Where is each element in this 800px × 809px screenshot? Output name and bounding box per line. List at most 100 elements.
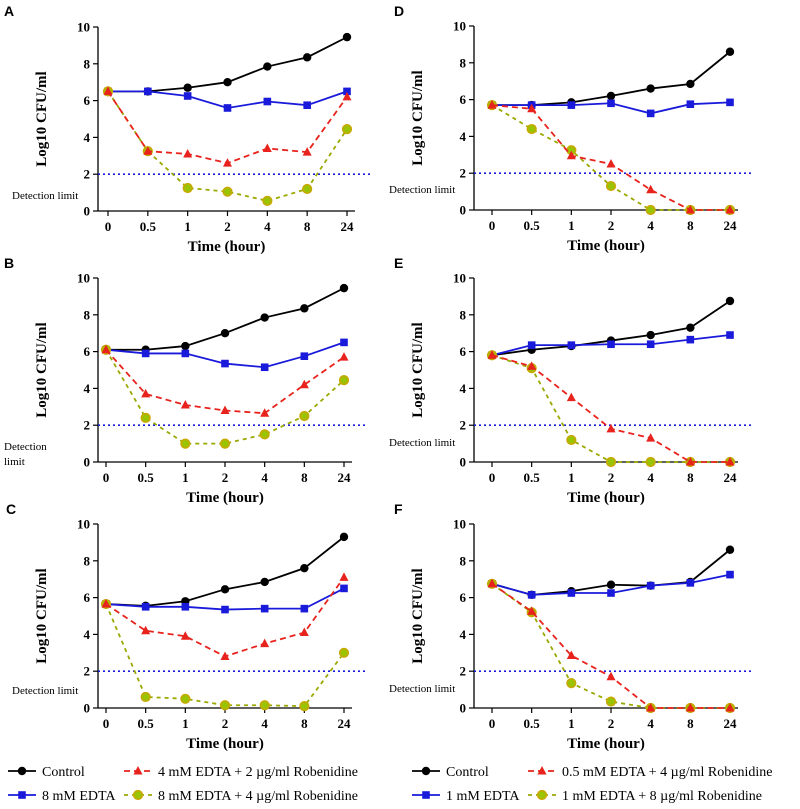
y-tick-label: 4 — [84, 381, 91, 396]
data-point — [605, 180, 617, 192]
y-tick-label: 8 — [460, 553, 467, 568]
x-axis-label: Time (hour) — [567, 490, 645, 506]
data-point — [300, 563, 309, 573]
data-point — [181, 349, 190, 358]
data-point — [299, 701, 310, 712]
data-point — [141, 349, 150, 358]
x-tick-label: 8 — [687, 470, 694, 485]
y-tick-label: 2 — [84, 664, 91, 679]
data-point — [339, 572, 349, 581]
legend-swatch-marker — [536, 789, 548, 801]
data-point — [606, 423, 616, 433]
y-tick-label: 2 — [460, 418, 467, 433]
data-point — [339, 532, 349, 542]
data-point — [302, 147, 312, 156]
data-point — [607, 589, 615, 597]
data-point — [338, 375, 350, 386]
y-tick-label: 2 — [460, 166, 467, 181]
legend-item: Control — [412, 765, 489, 780]
data-point — [141, 625, 151, 635]
detection-limit-label: Detection limit — [389, 683, 455, 695]
legend-right: Control 0.5 mM EDTA + 4 µg/ml Robenidine 1… — [412, 765, 772, 804]
x-tick-label: 2 — [222, 470, 229, 485]
data-point — [141, 388, 151, 398]
data-point — [566, 392, 576, 402]
data-point — [183, 148, 193, 158]
data-point — [725, 457, 735, 466]
legend-item: 4 mM EDTA + 2 µg/ml Robenidine — [124, 765, 358, 780]
data-point — [646, 330, 655, 340]
y-axis-label: Log10 CFU/ml — [410, 322, 426, 417]
y-tick-label: 6 — [84, 93, 91, 108]
x-tick-label: 1 — [568, 716, 575, 731]
data-point — [487, 350, 497, 359]
data-point — [607, 99, 615, 108]
legend-item: 1 mM EDTA — [412, 789, 520, 804]
data-point — [260, 313, 269, 322]
detection-limit-label: Detection limit — [389, 437, 455, 449]
data-point — [259, 429, 270, 440]
data-point — [339, 352, 349, 361]
y-tick-label: 6 — [460, 92, 467, 107]
data-point — [260, 363, 269, 372]
x-tick-label: 1 — [184, 219, 191, 234]
y-tick-label: 10 — [77, 271, 90, 286]
data-point — [183, 83, 192, 92]
legend-swatch-marker — [421, 766, 431, 776]
y-tick-label: 2 — [460, 664, 467, 679]
series-edtarob — [487, 578, 735, 712]
y-axis-label: Log10 CFU/ml — [410, 70, 426, 165]
x-axis-label: Time (hour) — [186, 490, 264, 506]
data-point — [302, 183, 313, 195]
detection-limit-label: Detection limit — [12, 685, 78, 697]
data-point — [606, 671, 616, 681]
data-point — [299, 410, 310, 422]
panel-letter: F — [394, 501, 403, 517]
panel-letter: C — [6, 501, 16, 517]
data-point — [567, 341, 576, 349]
series-control — [101, 283, 349, 354]
series-edtarob — [487, 100, 735, 214]
y-tick-label: 8 — [84, 553, 91, 568]
data-point — [101, 344, 111, 354]
data-point — [339, 283, 349, 293]
data-point — [527, 361, 537, 370]
data-point — [686, 335, 695, 344]
data-point — [223, 78, 232, 87]
data-point — [103, 86, 113, 95]
legend-swatch-marker — [132, 789, 144, 801]
x-tick-label: 1 — [568, 470, 575, 485]
data-point — [527, 591, 536, 599]
x-tick-label: 0.5 — [524, 470, 541, 485]
series-edta — [104, 87, 351, 112]
data-point — [726, 570, 734, 579]
data-point — [140, 691, 151, 703]
data-point — [180, 399, 190, 409]
y-tick-label: 0 — [460, 455, 467, 470]
y-tick-label: 8 — [460, 307, 467, 322]
data-point — [725, 703, 735, 712]
data-point — [220, 585, 230, 594]
y-tick-label: 2 — [84, 167, 91, 182]
legend-item: 1 mM EDTA + 8 µg/ml Robenidine — [528, 789, 762, 804]
data-point — [646, 703, 656, 712]
x-tick-label: 24 — [724, 470, 738, 485]
y-tick-label: 8 — [84, 307, 91, 322]
data-point — [566, 650, 576, 660]
x-tick-label: 2 — [608, 218, 615, 233]
x-tick-label: 4 — [261, 470, 268, 485]
x-tick-label: 4 — [261, 716, 268, 731]
data-point — [263, 62, 272, 71]
data-point — [686, 323, 695, 332]
x-tick-label: 24 — [341, 219, 355, 234]
data-point — [340, 338, 348, 347]
x-tick-label: 0.5 — [524, 218, 541, 233]
legend-label: 4 mM EDTA + 2 µg/ml Robenidine — [158, 765, 358, 780]
data-point — [725, 205, 735, 214]
data-point — [527, 103, 537, 113]
legend-swatch-marker — [133, 766, 143, 775]
y-axis-label: Log10 CFU/ml — [34, 322, 50, 417]
